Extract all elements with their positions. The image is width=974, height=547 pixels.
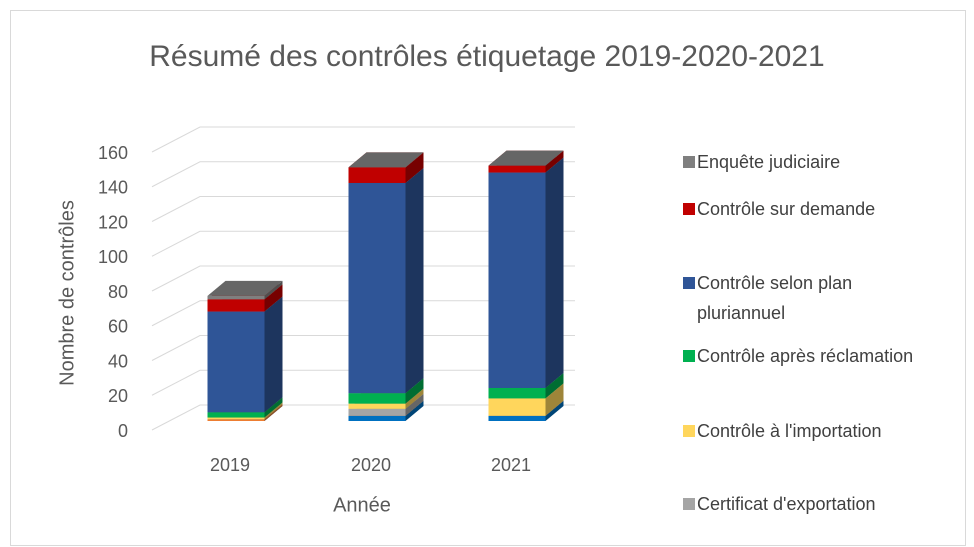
bar-segment (348, 415, 406, 421)
bar-side (405, 388, 424, 409)
grid-line (151, 161, 575, 188)
bar-segment (348, 403, 406, 409)
grid-line (151, 300, 575, 327)
y-tick-label: 160 (98, 143, 128, 163)
x-tick-label: 2020 (351, 455, 391, 475)
bar-side (545, 372, 564, 399)
bar-top (348, 152, 424, 168)
y-tick-label: 140 (98, 178, 128, 198)
bar-side (545, 383, 564, 416)
bar-segment (488, 172, 546, 388)
bar-side (405, 400, 424, 421)
bar-side (264, 404, 283, 421)
bar-side (405, 152, 424, 183)
y-tick-label: 100 (98, 247, 128, 267)
bar-segment (207, 412, 265, 418)
grid-line (151, 196, 575, 222)
bar-side (264, 284, 283, 312)
bar-side (405, 167, 424, 394)
bar-top (488, 150, 564, 166)
y-tick-label: 60 (108, 317, 128, 337)
bar-segment (348, 182, 406, 394)
bar-side (264, 402, 283, 420)
y-tick-label: 80 (108, 282, 128, 302)
legend-label: Contrôle selon plan pluriannuel (697, 273, 853, 323)
y-tick-label: 40 (108, 351, 128, 371)
bar-segment (348, 393, 406, 404)
bar-side (264, 397, 283, 418)
bar-side (545, 400, 564, 421)
bar-side (545, 157, 564, 388)
bar-segment (488, 387, 546, 399)
bar-side (264, 296, 283, 413)
y-tick-label: 20 (108, 386, 128, 406)
legend-swatch (683, 425, 695, 437)
grid-line (151, 230, 575, 257)
x-tick-label: 2021 (491, 455, 531, 475)
grid-line (151, 335, 575, 361)
bar-segment (207, 295, 265, 300)
grid-line (151, 126, 575, 153)
bar-segment (207, 419, 265, 421)
bar-side (264, 280, 283, 300)
legend-swatch (683, 203, 695, 215)
bar-segment (488, 415, 546, 421)
legend-swatch (683, 350, 695, 362)
bar-top (207, 280, 283, 296)
legend-label: Contrôle à l'importation (697, 421, 882, 441)
y-axis-label: Nombre de contrôles (56, 200, 78, 386)
y-tick-label: 120 (98, 212, 128, 232)
grid-line (151, 265, 575, 292)
x-tick-label: 2019 (210, 455, 250, 475)
grid-line (151, 369, 575, 396)
bar-side (545, 150, 564, 173)
bar-segment (207, 299, 265, 312)
bar-side (405, 393, 424, 416)
legend-swatch (683, 498, 695, 510)
bar-segment (207, 311, 265, 413)
legend-swatch (683, 277, 695, 289)
bar-segment (348, 408, 406, 416)
bar-segment (488, 165, 546, 173)
x-axis-label: Année (333, 494, 391, 516)
legend-label: Contrôle sur demande (697, 199, 876, 219)
grid-line (151, 404, 575, 431)
chart-title: Résumé des contrôles étiquetage 2019-202… (149, 40, 824, 73)
legend-swatch (683, 156, 695, 168)
bar-segment (207, 417, 265, 420)
bar-segment (348, 167, 406, 183)
bar-side (405, 378, 424, 404)
legend-label: Certificat d'exportation (697, 494, 876, 514)
legend-label: Enquête judiciaire (697, 152, 841, 172)
bar-segment (488, 398, 546, 416)
chart-border (10, 10, 966, 546)
legend-label: Contrôle après réclamation (697, 346, 914, 366)
y-tick-label: 0 (118, 421, 128, 441)
